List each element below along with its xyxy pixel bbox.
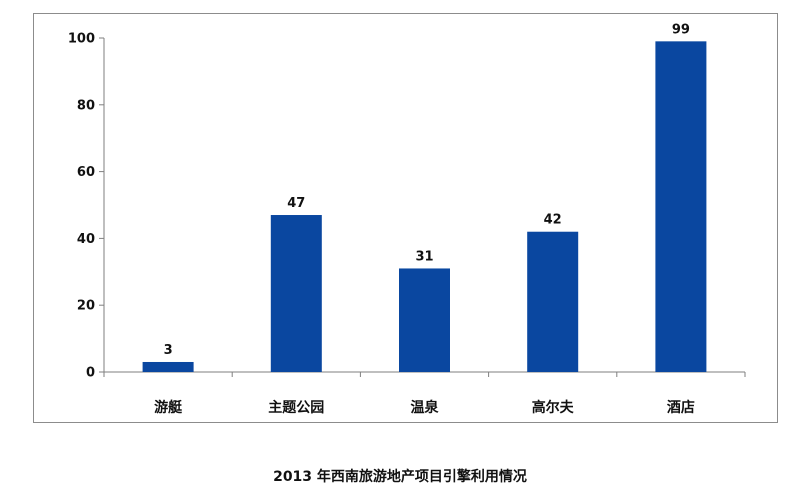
x-category-label: 主题公园 <box>268 399 324 416</box>
bar <box>655 41 707 373</box>
bar <box>270 215 322 372</box>
y-tick-label: 80 <box>77 98 95 113</box>
chart-bars <box>142 41 707 373</box>
bar <box>142 361 194 372</box>
y-tick-label: 0 <box>86 366 95 381</box>
y-tick-label: 20 <box>77 299 95 314</box>
data-label: 99 <box>672 22 690 37</box>
chart-axes: 0 20 40 60 80 100 <box>68 32 746 381</box>
chart-title: 2013 年西南旅游地产项目引擎利用情况 <box>273 469 527 485</box>
x-category-label: 温泉 <box>411 399 440 416</box>
data-label: 3 <box>164 343 173 358</box>
bar <box>399 268 450 372</box>
x-category-label: 酒店 <box>667 399 695 416</box>
y-tick-label: 100 <box>68 32 95 47</box>
bar <box>527 231 579 372</box>
data-label: 47 <box>287 196 305 211</box>
x-category-label: 高尔夫 <box>532 399 575 416</box>
x-category-label: 游艇 <box>154 399 183 416</box>
data-label: 31 <box>415 249 433 264</box>
y-tick-label: 40 <box>77 232 95 247</box>
y-tick-label: 60 <box>77 165 95 180</box>
chart-labels: 3 游艇 47 主题公园 31 温泉 42 高尔夫 99 酒店 <box>154 22 695 416</box>
data-label: 42 <box>544 213 562 228</box>
